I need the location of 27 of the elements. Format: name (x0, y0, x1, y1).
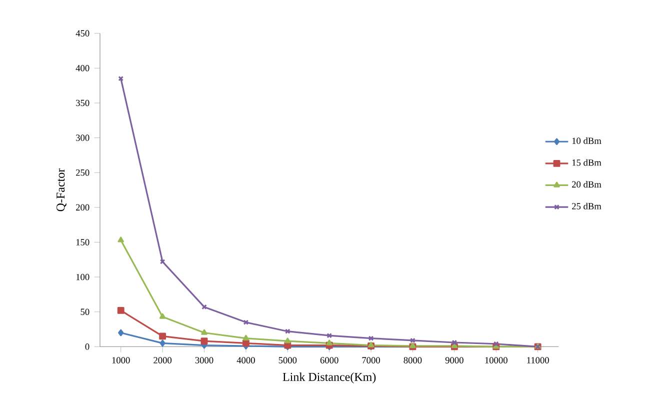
y-tick-label: 100 (76, 274, 90, 280)
x-tick-label: 5000 (278, 357, 297, 364)
y-tick-label: 450 (76, 30, 90, 36)
y-tick-label: 50 (80, 308, 90, 315)
legend-label: 15 dBm (572, 159, 602, 166)
x-tick-label: 10000 (485, 357, 508, 364)
x-tick-label: 2000 (154, 357, 172, 364)
x-tick-label: 9000 (445, 357, 464, 364)
x-tick-label: 6000 (320, 357, 338, 364)
x-tick-label: 1000 (112, 357, 130, 364)
x-axis-title: Link Distance(Km) (282, 372, 376, 384)
x-tick-label: 7000 (362, 357, 380, 364)
legend-label: 10 dBm (572, 137, 602, 144)
y-tick-label: 0 (85, 344, 90, 350)
y-tick-label: 250 (76, 169, 90, 176)
legend-label: 20 dBm (572, 181, 602, 188)
y-tick-label: 300 (76, 134, 90, 141)
y-tick-label: 150 (76, 239, 90, 246)
x-tick-label: 4000 (236, 357, 255, 364)
y-tick-label: 350 (76, 100, 90, 106)
y-tick-label: 400 (76, 65, 90, 72)
y-tick-label: 200 (76, 204, 90, 211)
x-tick-label: 8000 (404, 357, 422, 364)
x-tick-label: 3000 (195, 357, 214, 364)
y-axis-title: Q-Factor (56, 168, 66, 212)
legend-label: 25 dBm (572, 202, 602, 210)
x-tick-label: 11000 (527, 357, 549, 364)
